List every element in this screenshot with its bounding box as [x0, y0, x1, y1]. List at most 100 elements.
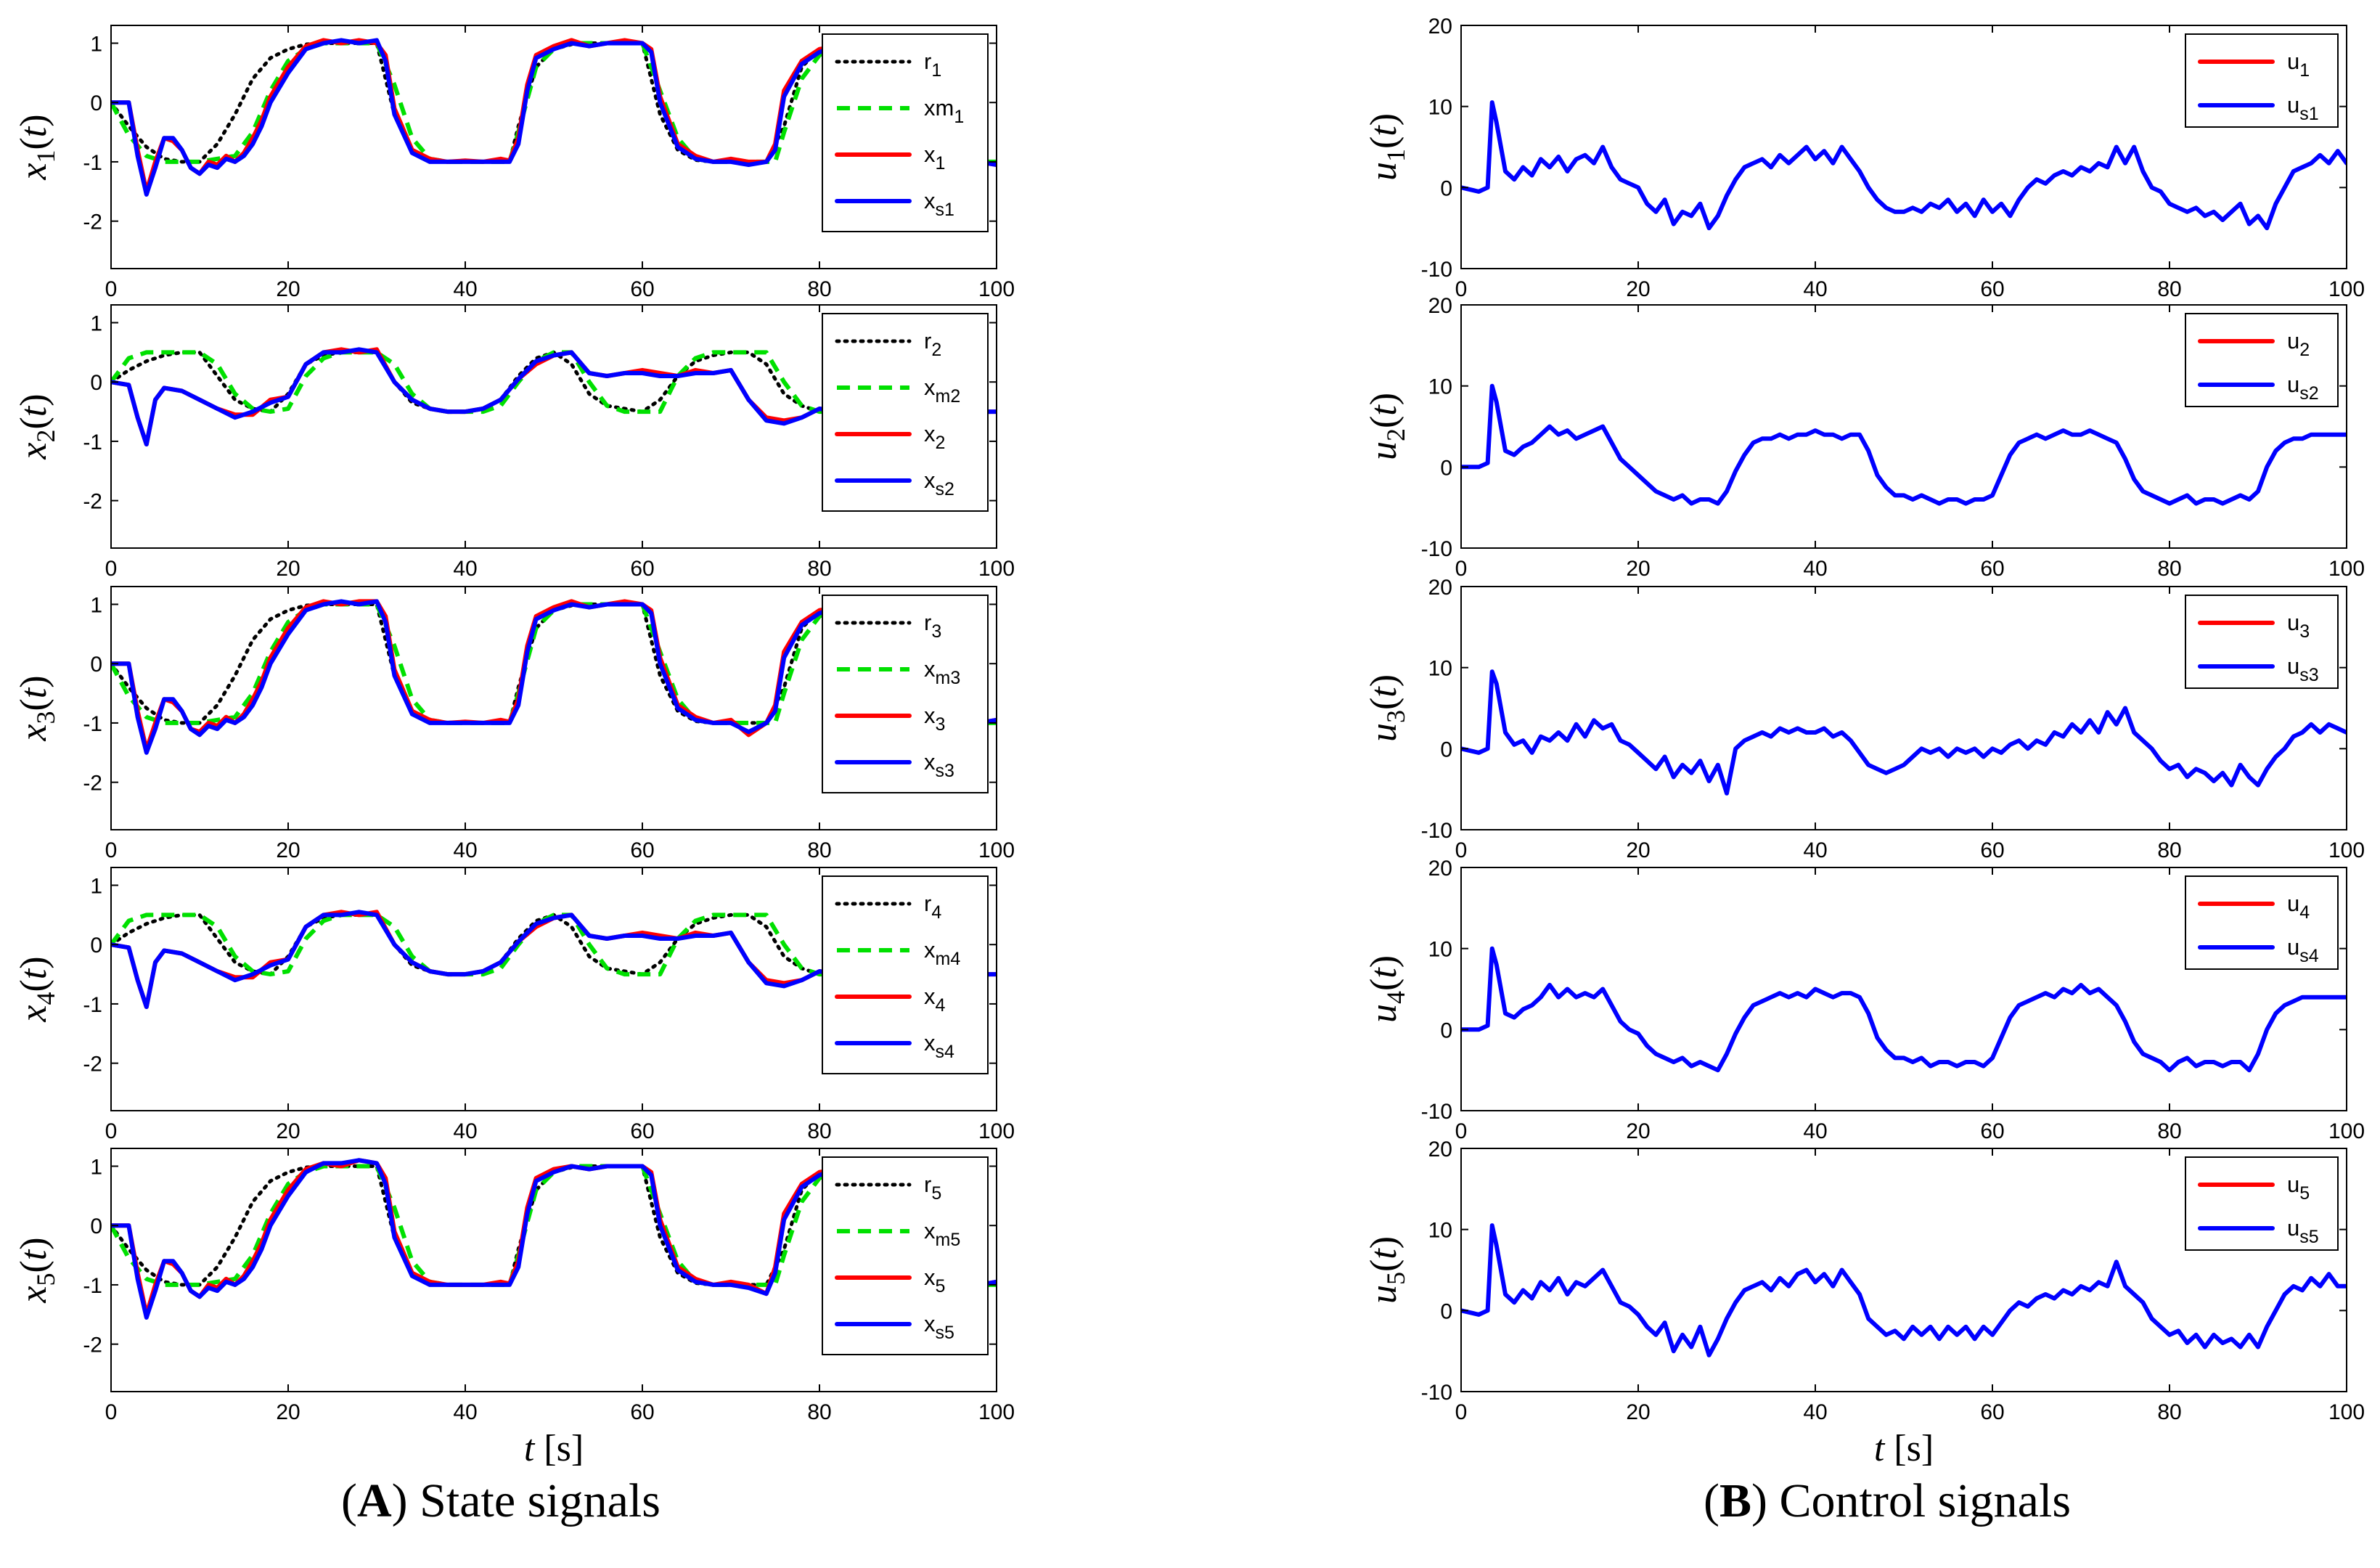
- series-line-xs: [111, 1158, 997, 1320]
- legend-label: x3: [924, 703, 945, 735]
- y-tick-label: -10: [1421, 819, 1452, 843]
- x-tick-label: 0: [1455, 277, 1468, 301]
- x-tick-label: 0: [1455, 1400, 1468, 1424]
- y-tick-label: 10: [1428, 96, 1452, 120]
- legend-label: u2: [2287, 328, 2310, 360]
- plot-frame: [1460, 25, 2347, 269]
- y-tick-label: -2: [83, 211, 102, 234]
- x-tick-label: 100: [2328, 1400, 2365, 1424]
- y-tick-label: 0: [90, 934, 102, 957]
- y-tick-label: 0: [1440, 1018, 1452, 1042]
- series-line-xs: [1461, 1223, 2347, 1357]
- legend-box: [822, 33, 989, 232]
- y-axis-label: u2(t): [1363, 393, 1410, 460]
- x-tick-label: 100: [2328, 557, 2365, 581]
- legend-label: xm5: [924, 1218, 960, 1250]
- y-tick-label: -10: [1421, 1381, 1452, 1405]
- x-tick-label: 20: [1626, 1119, 1650, 1143]
- legend-label: u1: [2287, 49, 2310, 81]
- legend: r1 xm1 x1 xs1: [822, 33, 989, 232]
- legend-label: u4: [2287, 891, 2310, 923]
- subplot-A3: 0 20 40 60 80 100 1 0 -1 -2 x3(t) r3 xm3 x3 xs3: [13, 586, 1015, 862]
- y-tick-label: -1: [83, 151, 102, 175]
- x-tick-label: 40: [453, 1400, 477, 1424]
- x-tick-label: 20: [1626, 557, 1650, 581]
- y-tick-label: -1: [83, 712, 102, 736]
- legend: r3 xm3 x3 xs3: [822, 595, 989, 793]
- x-axis-label-a: t [s]: [524, 1428, 584, 1469]
- y-tick-label: 10: [1428, 1219, 1452, 1243]
- y-tick-label: 20: [1428, 857, 1452, 881]
- x-tick-label: 80: [807, 277, 831, 301]
- y-tick-label: 0: [1440, 456, 1452, 480]
- legend-label: xm2: [924, 375, 960, 407]
- x-tick-label: 60: [1980, 1400, 2004, 1424]
- caption-a-letter: A: [357, 1474, 392, 1527]
- series-line-xs: [1461, 100, 2347, 231]
- legend-label: xs5: [924, 1311, 954, 1343]
- series-line-xm: [111, 912, 997, 977]
- legend: r4 xm4 x4 xs4: [822, 875, 989, 1074]
- plot-frame: [110, 867, 997, 1111]
- x-tick-label: 20: [276, 277, 300, 301]
- x-tick-label: 0: [1455, 557, 1468, 581]
- x-tick-label: 80: [2157, 1400, 2181, 1424]
- legend-box: [822, 595, 989, 793]
- y-axis-label: u1(t): [1363, 113, 1410, 181]
- x-tick-label: 60: [630, 1119, 654, 1143]
- x-tick-label: 60: [630, 1400, 654, 1424]
- y-tick-label: 1: [90, 33, 102, 57]
- x-tick-label: 40: [453, 277, 477, 301]
- y-axis-label: x2(t): [13, 393, 60, 460]
- x-tick-label: 80: [2157, 277, 2181, 301]
- x-tick-label: 80: [807, 557, 831, 581]
- legend-label: xm3: [924, 656, 960, 688]
- x-tick-label: 40: [1803, 1400, 1827, 1424]
- x-tick-label: 20: [1626, 838, 1650, 862]
- x-tick-label: 80: [2157, 838, 2181, 862]
- x-tick-label: 100: [2328, 1119, 2365, 1143]
- x-tick-label: 60: [1980, 277, 2004, 301]
- y-axis-label: u4(t): [1363, 955, 1410, 1023]
- x-tick-label: 100: [2328, 277, 2365, 301]
- x-tick-label: 60: [1980, 1119, 2004, 1143]
- legend-box: [2185, 595, 2339, 689]
- legend-label: us1: [2287, 92, 2319, 124]
- y-tick-label: 10: [1428, 657, 1452, 681]
- plot-frame: [1460, 304, 2347, 549]
- y-axis-label: x4(t): [13, 956, 60, 1022]
- legend-box: [2185, 875, 2339, 970]
- y-tick-label: 20: [1428, 1138, 1452, 1161]
- x-tick-label: 0: [105, 1119, 118, 1143]
- x-tick-label: 100: [978, 557, 1015, 581]
- x-tick-label: 0: [1455, 1119, 1468, 1143]
- x-tick-label: 20: [1626, 1400, 1650, 1424]
- x-axis-label-b: t [s]: [1874, 1428, 1934, 1469]
- caption-b-text: ) Control signals: [1751, 1474, 2072, 1527]
- y-tick-label: 10: [1428, 375, 1452, 399]
- legend-label: xs1: [924, 188, 954, 220]
- series-line-xs: [111, 38, 997, 197]
- subplot-A4: 0 20 40 60 80 100 1 0 -1 -2 x4(t) r4 xm4 x4 xs4: [13, 867, 1015, 1143]
- y-tick-label: 20: [1428, 576, 1452, 600]
- series-line-xm: [111, 350, 997, 415]
- legend-box: [2185, 1156, 2339, 1251]
- legend-label: us4: [2287, 934, 2319, 966]
- x-tick-label: 0: [1455, 838, 1468, 862]
- x-tick-label: 100: [978, 838, 1015, 862]
- y-tick-label: -1: [83, 1274, 102, 1298]
- legend-label: xm1: [924, 95, 964, 127]
- x-tick-label: 40: [453, 838, 477, 862]
- y-tick-label: -10: [1421, 1100, 1452, 1124]
- x-tick-label: 40: [453, 557, 477, 581]
- legend-label: r5: [924, 1172, 941, 1204]
- x-tick-label: 60: [630, 838, 654, 862]
- caption-a-text: ) State signals: [391, 1474, 661, 1527]
- y-tick-label: 1: [90, 875, 102, 899]
